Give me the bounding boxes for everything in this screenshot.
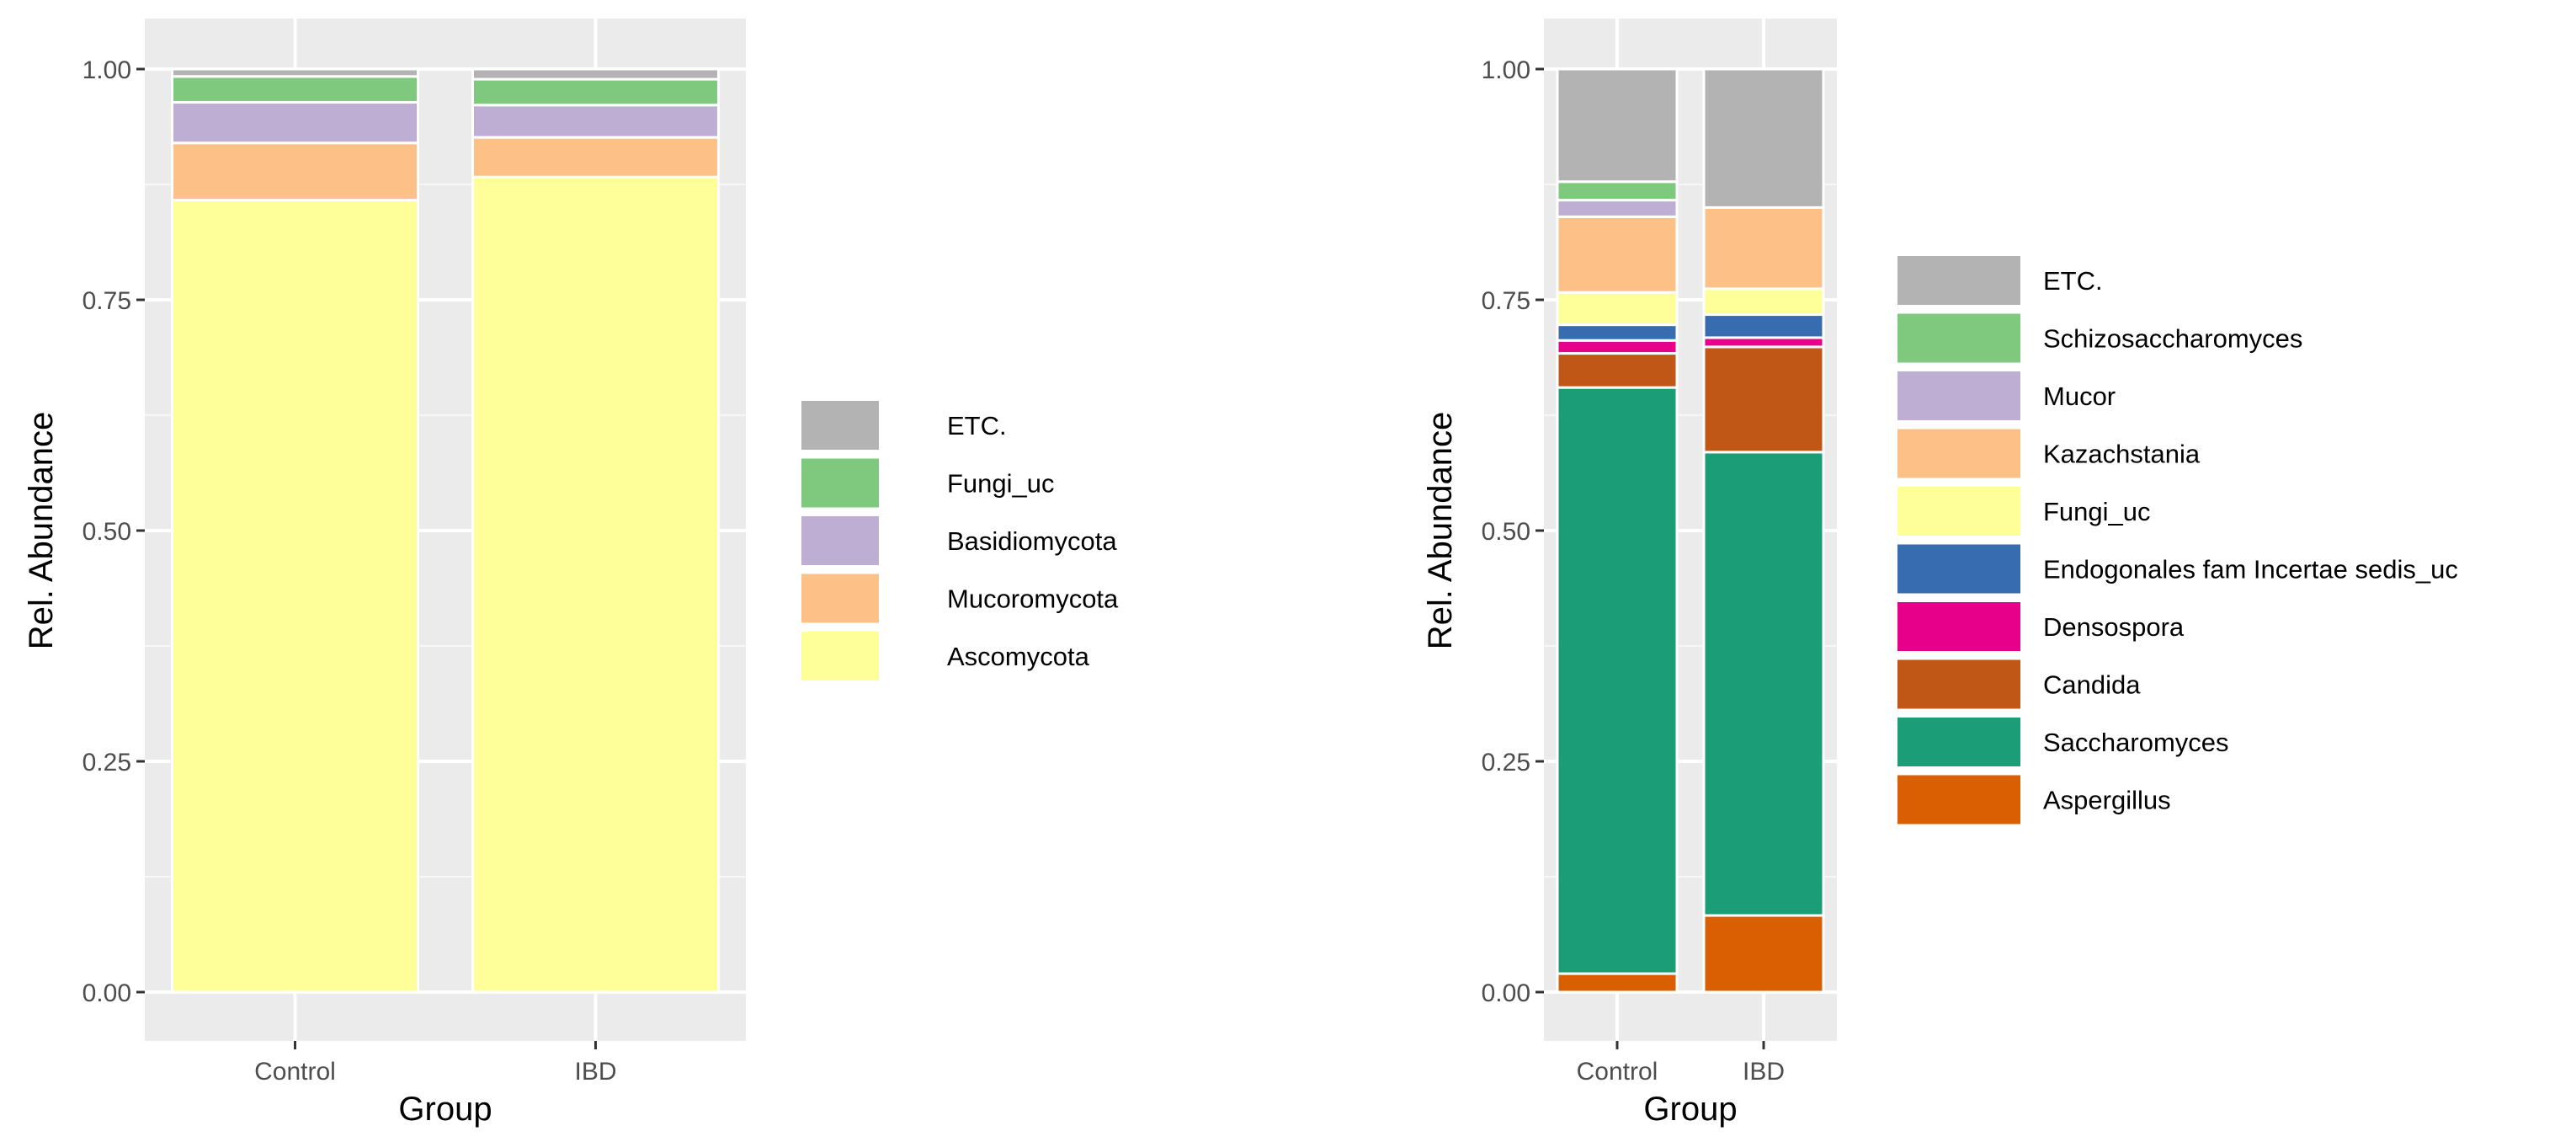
x-tick-label: Control bbox=[1577, 1058, 1658, 1086]
x-axis-title: Group bbox=[1643, 1091, 1737, 1128]
legend-label: Mucoromycota bbox=[947, 584, 1119, 614]
bar-segment bbox=[1702, 336, 1825, 349]
legend-label: Saccharomyces bbox=[2043, 728, 2229, 757]
legend-swatch bbox=[1897, 659, 2020, 709]
y-axis-title: Rel. Abundance bbox=[23, 412, 60, 649]
x-axis-title: Group bbox=[398, 1091, 492, 1128]
y-tick-label: 0.75 bbox=[82, 287, 131, 315]
chart-panel-1: 0.00 0.25 0.50 0.75 1.00 Control IBD Group Rel. … bbox=[23, 19, 1119, 1128]
x-tick-label: Control bbox=[254, 1058, 336, 1086]
y-axis-title: Rel. Abundance bbox=[1422, 412, 1459, 649]
bar-segment bbox=[1556, 291, 1679, 327]
legend-swatch bbox=[801, 574, 879, 623]
bar-segment bbox=[1556, 323, 1679, 342]
legend-label: Aspergillus bbox=[2043, 786, 2171, 815]
bar-segment bbox=[1702, 451, 1825, 917]
y-tick-label: 0.25 bbox=[82, 749, 131, 776]
legend-swatch bbox=[1897, 544, 2020, 594]
y-tick-label: 0.00 bbox=[82, 979, 131, 1007]
legend-swatch bbox=[1897, 602, 2020, 651]
legend-swatch bbox=[801, 516, 879, 565]
bar-segment bbox=[171, 199, 419, 994]
bar-segment bbox=[1702, 313, 1825, 339]
bar-segment bbox=[1702, 345, 1825, 454]
legend-swatch bbox=[1897, 429, 2020, 478]
y-tick-label: 0.25 bbox=[1482, 749, 1530, 776]
legend-label: Candida bbox=[2043, 670, 2141, 700]
x-tick-label: IBD bbox=[574, 1058, 616, 1086]
bar-segment bbox=[471, 136, 720, 179]
bar-segment bbox=[1556, 972, 1679, 994]
bar-segment bbox=[1702, 67, 1825, 209]
y-tick-label: 0.50 bbox=[1482, 518, 1530, 546]
legend-swatch bbox=[1897, 313, 2020, 363]
legend-swatch bbox=[1897, 775, 2020, 824]
bar-segment bbox=[1556, 339, 1679, 355]
legend-swatch bbox=[801, 458, 879, 508]
bar-segment bbox=[1556, 199, 1679, 218]
bar-segment bbox=[1702, 914, 1825, 994]
y-tick-label: 1.00 bbox=[82, 56, 131, 84]
bar-segment bbox=[1556, 215, 1679, 294]
legend-swatch bbox=[1897, 256, 2020, 305]
legend-swatch bbox=[1897, 718, 2020, 766]
bar-segment bbox=[471, 175, 720, 994]
bar-segment bbox=[171, 75, 419, 104]
legend-label: Ascomycota bbox=[947, 642, 1090, 671]
legend-label: Fungi_uc bbox=[2043, 497, 2151, 526]
bar-segment bbox=[1556, 352, 1679, 389]
legend-label: Densospora bbox=[2043, 612, 2185, 642]
bar-segment bbox=[1556, 180, 1679, 202]
bar-segment bbox=[1702, 205, 1825, 291]
legend-swatch bbox=[801, 401, 879, 450]
y-tick-label: 0.75 bbox=[1482, 287, 1530, 315]
bar-segment bbox=[1556, 67, 1679, 184]
legend: ETC. Fungi_uc Basidiomycota Mucoromycota Asc… bbox=[801, 401, 1119, 680]
legend: ETC. Schizosaccharomyces Mucor Kazachstania… bbox=[1897, 256, 2458, 824]
legend-label: ETC. bbox=[947, 411, 1007, 440]
bar-segment bbox=[171, 100, 419, 145]
x-tick-label: IBD bbox=[1743, 1058, 1785, 1086]
bar-segment bbox=[471, 104, 720, 139]
bar-segment bbox=[471, 67, 720, 81]
legend-label: Basidiomycota bbox=[947, 526, 1117, 556]
bar-segment bbox=[1556, 386, 1679, 975]
bar-segment bbox=[171, 67, 419, 78]
legend-label: Endogonales fam Incertae sedis_uc bbox=[2043, 555, 2458, 584]
y-tick-label: 0.50 bbox=[82, 518, 131, 546]
legend-swatch bbox=[1897, 487, 2020, 536]
legend-label: Fungi_uc bbox=[947, 469, 1055, 499]
legend-label: ETC. bbox=[2043, 266, 2103, 296]
bar-segment bbox=[471, 77, 720, 107]
y-tick-label: 0.00 bbox=[1482, 979, 1530, 1007]
legend-label: Kazachstania bbox=[2043, 440, 2201, 469]
y-tick-label: 1.00 bbox=[1482, 56, 1530, 84]
legend-label: Mucor bbox=[2043, 382, 2116, 411]
legend-swatch bbox=[1897, 371, 2020, 420]
legend-label: Schizosaccharomyces bbox=[2043, 324, 2302, 354]
bar-segment bbox=[1702, 287, 1825, 317]
legend-swatch bbox=[801, 632, 879, 680]
bar-segment bbox=[171, 141, 419, 202]
